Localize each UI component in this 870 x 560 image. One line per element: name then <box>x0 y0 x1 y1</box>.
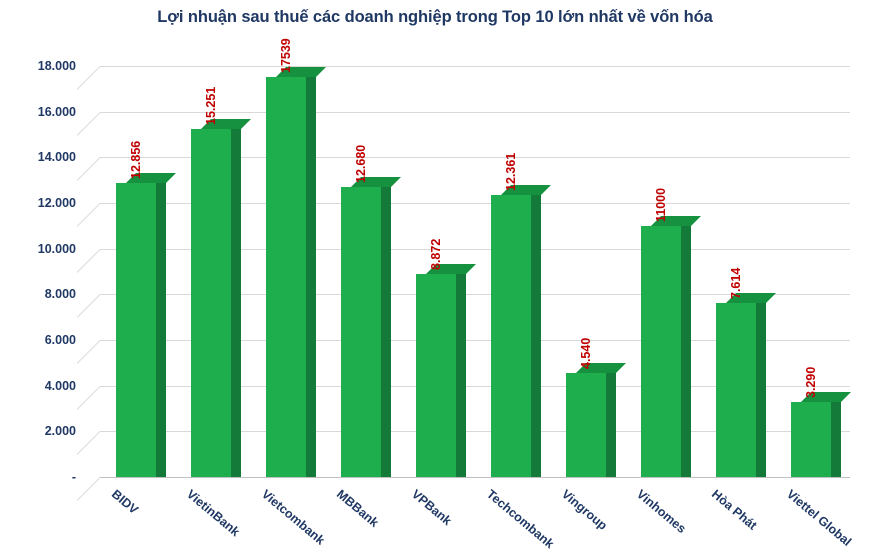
bar-column[interactable] <box>265 66 326 477</box>
bar-value-label: 12.361 <box>503 152 518 191</box>
gridline <box>100 340 850 341</box>
gridline-depth-edge <box>76 248 101 273</box>
gridline <box>100 385 850 387</box>
y-axis-tick-label: 12.000 <box>37 196 76 210</box>
x-axis-category-label: Vinhomes <box>633 487 689 536</box>
gridline-depth-edge <box>76 203 101 227</box>
bar-front-face <box>640 225 681 477</box>
bar-column[interactable] <box>340 177 401 477</box>
bar-value-label: 4.540 <box>578 338 593 370</box>
bar-front-face <box>265 76 306 477</box>
gridline <box>100 111 850 113</box>
bar-value-label: 12.856 <box>128 141 143 180</box>
bar-value-label: 8.872 <box>428 239 443 271</box>
y-axis-tick-label: 18.000 <box>37 59 76 73</box>
bar-side-fill <box>605 363 616 477</box>
bar-front-face <box>490 194 531 477</box>
bar-side-face <box>155 173 166 477</box>
bar-side-face <box>755 293 766 477</box>
bar-side-face <box>830 391 841 477</box>
bar-front-face <box>715 303 756 477</box>
bar-side-fill <box>830 391 841 477</box>
x-axis-category-label: Vietcombank <box>258 487 327 548</box>
bar-side-fill <box>755 293 766 477</box>
y-axis-tick-label: 2.000 <box>44 424 76 439</box>
x-axis-category-label: BIDV <box>108 487 141 517</box>
bar-front-face <box>340 187 381 477</box>
gridline-depth-edge <box>76 477 101 501</box>
bar-value-label: 7.614 <box>728 267 743 300</box>
x-axis-category-label: Viettel Global <box>783 487 854 549</box>
bar-column[interactable] <box>715 293 776 477</box>
gridline <box>100 203 850 204</box>
gridline-depth-edge <box>76 111 101 136</box>
bar-column[interactable] <box>490 184 551 477</box>
bar-column[interactable] <box>115 173 176 477</box>
bar-side-fill <box>530 184 541 477</box>
bar-side-fill <box>455 264 466 477</box>
bar-side-face <box>380 177 391 477</box>
y-axis-tick-label: 4.000 <box>44 378 76 393</box>
gridline <box>100 248 850 250</box>
bar-side-fill <box>230 118 241 477</box>
gridline-depth-edge <box>76 66 101 90</box>
bar-front-face <box>790 401 831 477</box>
y-axis-labels: 18.000 16.000 14.000 12.000 10.000 8.000 6.000… <box>0 0 76 560</box>
y-axis-tick-label: - <box>71 470 76 484</box>
bar-side-fill <box>305 66 316 477</box>
x-axis-category-label: VPBank <box>408 487 454 529</box>
y-axis-tick-label: 16.000 <box>37 104 76 119</box>
bar-side-face <box>530 184 541 477</box>
y-axis-tick-label: 10.000 <box>37 241 76 256</box>
y-axis-tick-label: 8.000 <box>44 287 76 302</box>
gridline-depth-edge <box>76 294 101 319</box>
bar-front-face <box>115 183 156 477</box>
gridline-depth-edge <box>76 385 101 410</box>
gridline <box>100 66 850 67</box>
bar-value-label: 3.290 <box>803 366 818 398</box>
bar-column[interactable] <box>415 264 476 477</box>
bar-side-fill <box>380 177 391 477</box>
gridline <box>100 294 850 296</box>
bar-side-fill <box>155 173 166 477</box>
x-axis-category-label: Techcombank <box>483 487 557 552</box>
bar-front-face <box>565 373 606 477</box>
gridline-depth-edge <box>76 157 101 182</box>
bar-column[interactable] <box>190 118 251 477</box>
gridline-depth-edge <box>76 340 101 364</box>
bar-side-face <box>230 118 241 477</box>
bar-side-fill <box>680 215 691 477</box>
bar-column[interactable] <box>790 391 851 477</box>
bar-front-face <box>190 128 231 477</box>
x-axis-category-label: MBBank <box>333 487 381 530</box>
y-axis-tick-label: 6.000 <box>44 333 76 347</box>
gridline-depth-edge <box>76 431 101 456</box>
bar-side-face <box>680 215 691 477</box>
bar-front-face <box>415 274 456 477</box>
axis-baseline <box>100 477 850 478</box>
bar-value-label: 17539 <box>278 37 293 73</box>
y-axis-tick-label: 14.000 <box>37 150 76 165</box>
bar-column[interactable] <box>640 215 701 477</box>
gridline <box>100 157 850 159</box>
gridline <box>100 431 850 433</box>
bar-value-label: 11000 <box>653 187 668 222</box>
bar-value-label: 12.680 <box>353 145 368 184</box>
bar-side-face <box>455 264 466 477</box>
chart-title: Lợi nhuận sau thuế các doanh nghiệp tron… <box>157 8 713 26</box>
bar-column[interactable] <box>565 363 626 477</box>
x-axis-category-label: VietinBank <box>183 487 242 540</box>
x-axis-category-label: Vingroup <box>558 487 610 533</box>
bar-side-face <box>305 66 316 477</box>
bar-value-label: 15.251 <box>203 86 218 125</box>
x-axis-category-label: Hòa Phát <box>708 487 760 533</box>
bar-side-face <box>605 363 616 477</box>
